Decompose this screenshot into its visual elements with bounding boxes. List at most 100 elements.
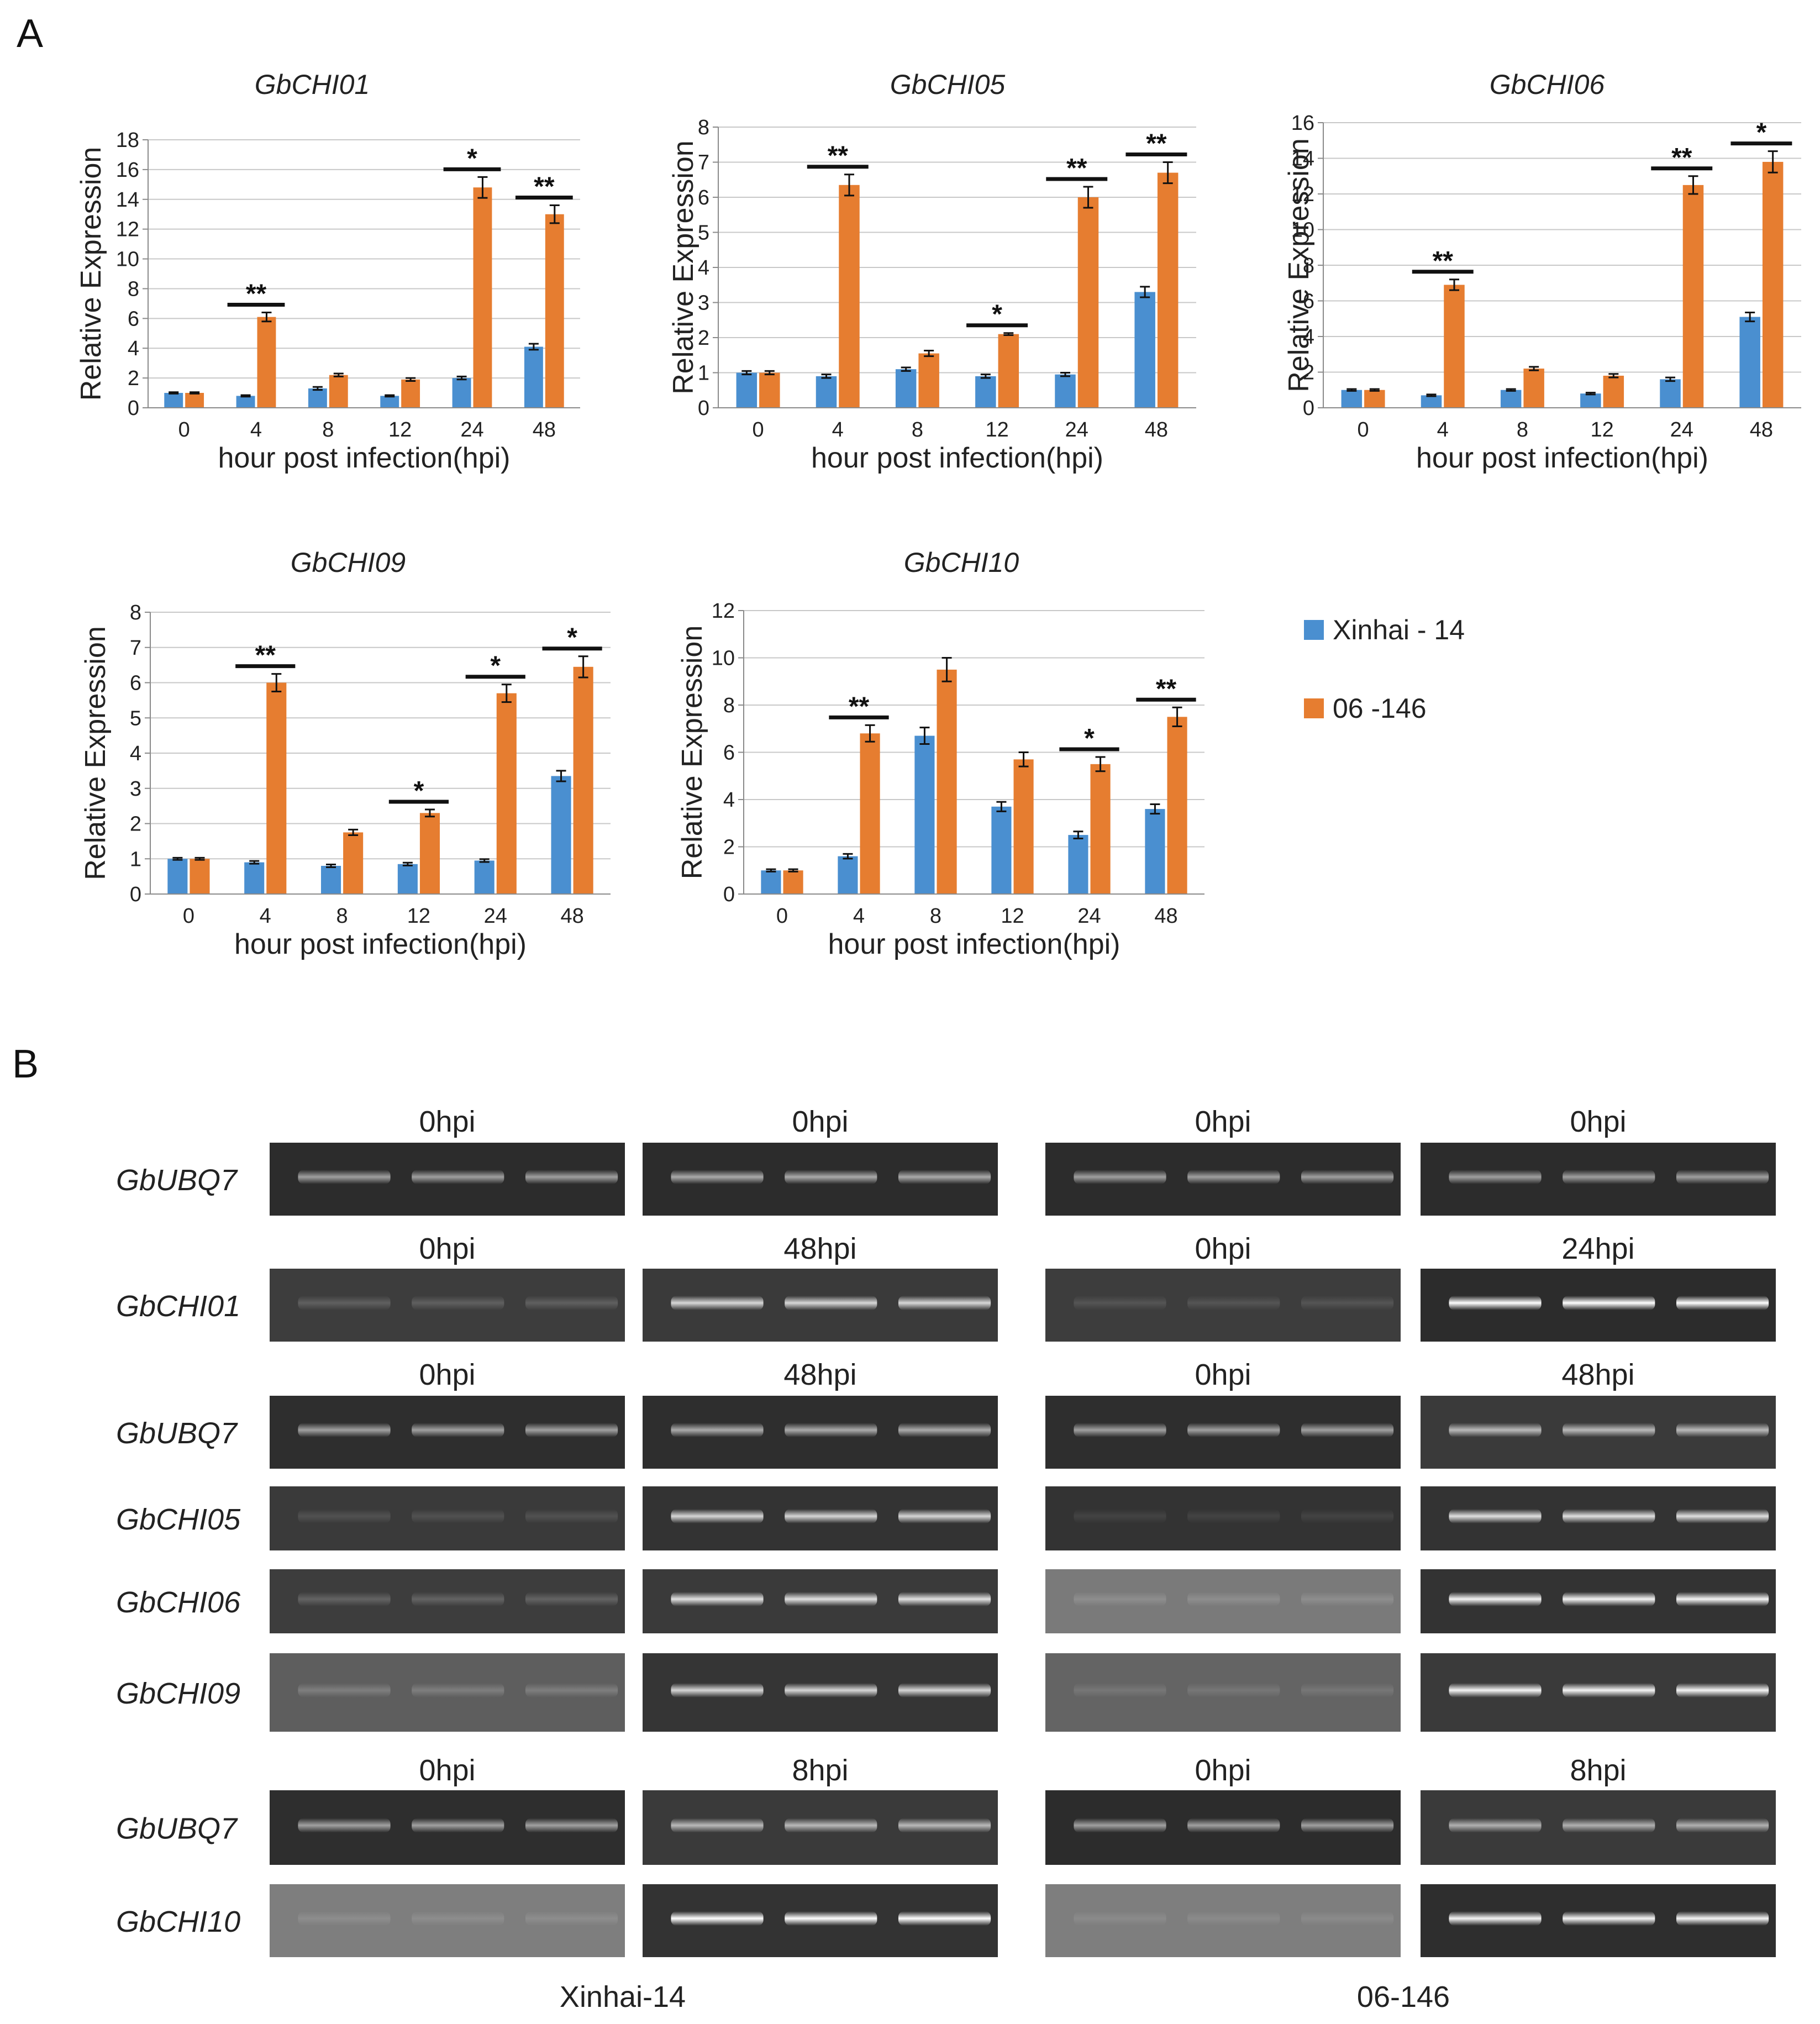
bar-xinhai-4 xyxy=(236,396,255,408)
gel-lane-block xyxy=(643,1653,998,1732)
bar-xinhai-24 xyxy=(474,860,495,894)
error-bar-xinhai-0 xyxy=(741,370,752,376)
bar-xinhai-0 xyxy=(736,372,758,408)
gel-band xyxy=(785,1592,877,1606)
chart-title: GbCHI10 xyxy=(904,547,1019,578)
bar-xinhai-48 xyxy=(1739,317,1760,408)
gel-band xyxy=(525,1170,618,1184)
chart-title: GbCHI01 xyxy=(255,69,370,100)
gel-band xyxy=(298,1170,391,1184)
error-bar-xinhai-4 xyxy=(249,860,260,865)
y-tick-label: 6 xyxy=(723,742,735,765)
gel-band xyxy=(1563,1683,1655,1697)
gel-lane-block xyxy=(1421,1790,1776,1865)
gel-lane-block xyxy=(643,1143,998,1216)
gel-band xyxy=(898,1592,991,1606)
error-bar-xinhai-48 xyxy=(1140,286,1150,298)
gel-band xyxy=(1449,1296,1542,1310)
error-bar-06-146-48 xyxy=(578,655,588,679)
gel-band xyxy=(1449,1170,1542,1184)
gel-panel: 0hpi 0hpi 0hpi 0hpi GbUBQ7 0hpi 48hpi 0hpi 24hpi… xyxy=(116,1105,1776,1957)
error-bar-06-146-48 xyxy=(1768,150,1778,174)
bar-06-146-12 xyxy=(419,813,440,894)
gel-band xyxy=(785,1296,877,1310)
gel-gene-label: GbCHI05 xyxy=(116,1503,241,1536)
y-tick-label: 4 xyxy=(130,742,141,765)
y-tick-label: 4 xyxy=(128,337,139,360)
gel-band xyxy=(898,1509,991,1523)
bar-xinhai-8 xyxy=(895,369,917,408)
x-tick-label: 24 xyxy=(1077,905,1101,928)
gel-lane-block xyxy=(1045,1396,1401,1469)
bar-xinhai-24 xyxy=(1660,379,1681,408)
gel-band xyxy=(671,1683,764,1697)
gel-lane-block xyxy=(1421,1396,1776,1469)
x-tick-label: 8 xyxy=(1517,418,1528,441)
error-bar-06-146-0 xyxy=(190,391,200,395)
bar-xinhai-4 xyxy=(838,856,858,894)
gel-band xyxy=(1301,1296,1394,1310)
bar-xinhai-48 xyxy=(1134,292,1155,408)
gel-band xyxy=(1449,1818,1542,1833)
bar-06-146-12 xyxy=(1603,375,1624,408)
gel-lane-block xyxy=(1045,1884,1401,1957)
y-tick-label: 14 xyxy=(116,188,139,212)
y-axis-label: Relative Expression xyxy=(80,626,112,880)
bar-xinhai-0 xyxy=(1341,390,1363,408)
gel-band xyxy=(671,1170,764,1184)
x-tick-label: 24 xyxy=(460,418,483,441)
bar-xinhai-4 xyxy=(244,862,265,894)
gel-band xyxy=(1449,1423,1542,1437)
y-tick-label: 3 xyxy=(130,777,141,801)
x-tick-label: 4 xyxy=(1437,418,1449,441)
x-tick-label: 0 xyxy=(178,418,190,441)
y-tick-label: 10 xyxy=(712,647,735,670)
gel-time-label: 0hpi xyxy=(1570,1105,1626,1138)
significance-stars: ** xyxy=(828,141,849,171)
y-tick-label: 8 xyxy=(128,277,139,301)
bar-06-146-12 xyxy=(998,334,1019,408)
gel-band xyxy=(1074,1592,1166,1606)
gel-band xyxy=(1301,1911,1394,1926)
gel-band xyxy=(1301,1818,1394,1833)
gel-band xyxy=(298,1423,391,1437)
error-bar-xinhai-48 xyxy=(1745,311,1755,323)
x-axis-label: hour post infection(hpi) xyxy=(234,928,527,960)
x-tick-label: 4 xyxy=(260,905,271,928)
gel-time-label: 0hpi xyxy=(1195,1358,1251,1391)
error-bar-06-146-4 xyxy=(271,673,282,692)
significance-stars: * xyxy=(490,651,501,681)
gel-band xyxy=(671,1296,764,1310)
error-bar-06-146-12 xyxy=(1003,332,1014,337)
error-bar-06-146-12 xyxy=(1018,751,1029,767)
gel-band xyxy=(1187,1170,1280,1184)
bar-06-146-24 xyxy=(496,693,517,894)
gel-gene-label: GbCHI10 xyxy=(116,1905,240,1938)
x-axis-label: hour post infection(hpi) xyxy=(218,442,511,474)
y-tick-label: 5 xyxy=(698,222,709,245)
gel-band xyxy=(1074,1296,1166,1310)
error-bar-06-146-8 xyxy=(348,828,359,837)
bar-xinhai-0 xyxy=(761,870,781,894)
significance-stars: * xyxy=(567,623,577,653)
gel-lane-block xyxy=(1421,1143,1776,1216)
bar-xinhai-8 xyxy=(320,866,341,894)
x-tick-label: 48 xyxy=(1145,418,1168,441)
error-bar-06-146-8 xyxy=(1529,366,1539,371)
chart-title: GbCHI06 xyxy=(1490,69,1605,100)
error-bar-xinhai-8 xyxy=(919,727,930,745)
error-bar-06-146-12 xyxy=(424,808,435,818)
gel-lane-block xyxy=(270,1396,625,1469)
gel-time-label: 0hpi xyxy=(1195,1105,1251,1138)
bar-06-146-0 xyxy=(759,372,780,408)
x-axis-label: hour post infection(hpi) xyxy=(828,928,1121,960)
bar-xinhai-48 xyxy=(524,346,543,408)
error-bar-06-146-0 xyxy=(764,370,775,376)
gel-lane-block xyxy=(270,1653,625,1732)
bar-06-146-8 xyxy=(937,669,957,894)
y-tick-label: 6 xyxy=(128,307,139,330)
x-tick-label: 0 xyxy=(1358,418,1369,441)
x-tick-label: 8 xyxy=(930,905,941,928)
error-bar-06-146-8 xyxy=(924,349,934,358)
